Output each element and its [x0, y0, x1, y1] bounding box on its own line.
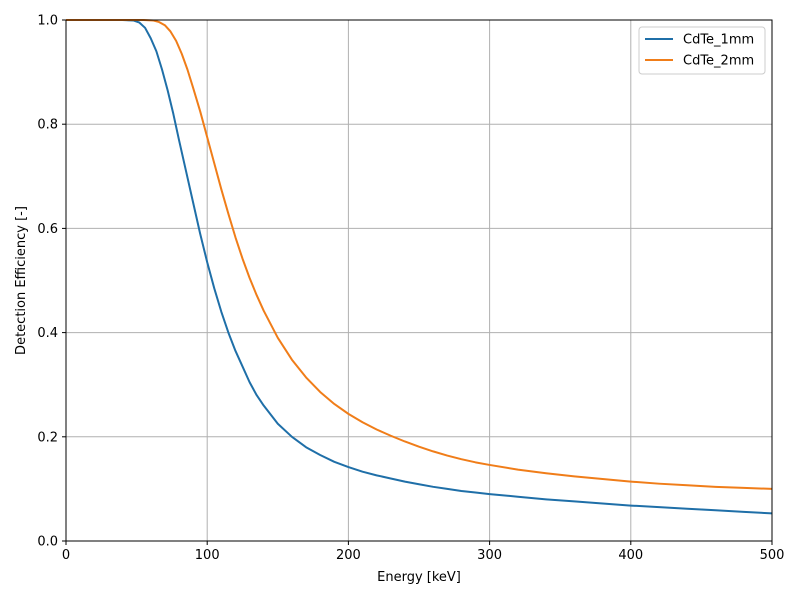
- series-line-cdte-2mm: [66, 19, 773, 490]
- grid: [65, 19, 773, 542]
- y-axis-label: Detection Efficiency [-]: [14, 206, 29, 355]
- legend-label-cdte-2mm: CdTe_2mm: [683, 54, 754, 69]
- x-tick-label: 500: [760, 548, 785, 563]
- x-tick-label: 200: [336, 548, 361, 563]
- y-tick-label: 0.2: [37, 430, 58, 445]
- x-axis-label: Energy [keV]: [377, 570, 461, 585]
- y-tick-label: 0.8: [37, 118, 58, 133]
- series-lines: [66, 19, 773, 515]
- plot-frame: [65, 19, 773, 542]
- x-tick-label: 100: [195, 548, 220, 563]
- x-tick-label: 400: [618, 548, 643, 563]
- x-tick-label: 0: [62, 548, 70, 563]
- x-tick-label: 300: [477, 548, 502, 563]
- legend: CdTe_1mm CdTe_2mm: [638, 26, 766, 75]
- y-tick-label: 1.0: [37, 14, 58, 29]
- y-tick-label: 0.6: [37, 222, 58, 237]
- y-tick-label: 0.0: [37, 535, 58, 550]
- y-tick-label: 0.4: [37, 326, 58, 341]
- axis-ticks: 0 100 200 300 400 500 0.0 0.2 0.4 0.6 0.8 1.0: [37, 14, 784, 564]
- series-line-cdte-1mm: [66, 19, 773, 515]
- legend-label-cdte-1mm: CdTe_1mm: [683, 33, 754, 48]
